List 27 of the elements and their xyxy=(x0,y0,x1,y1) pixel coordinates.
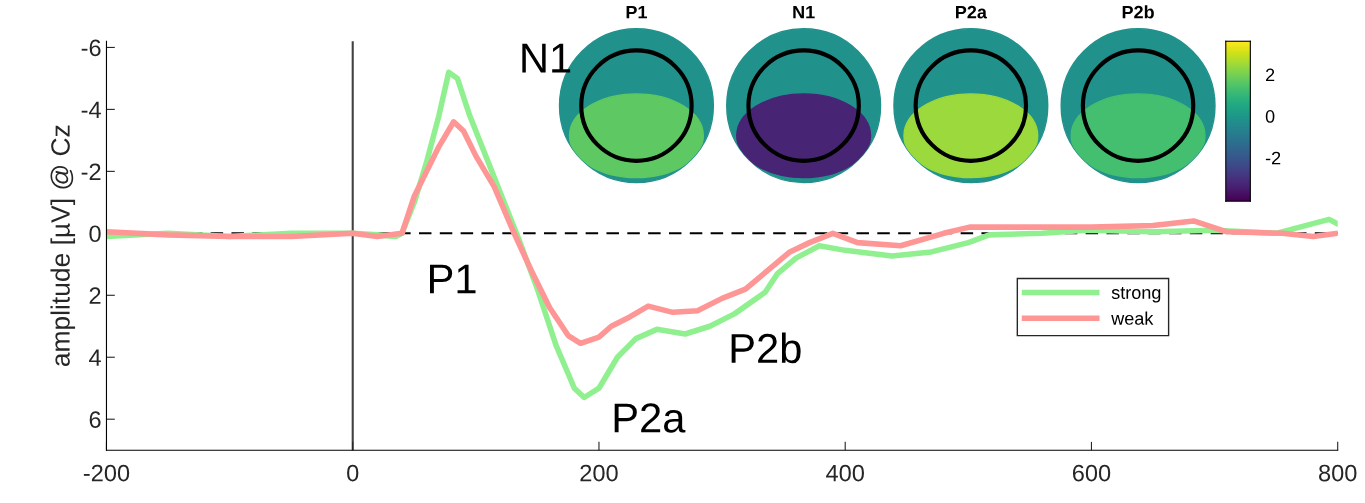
annotation: 0 xyxy=(1265,110,1275,123)
y-axis-title: amplitude [µV] @ Cz xyxy=(50,125,76,367)
x-tick-label: 600 xyxy=(1072,464,1111,482)
annotation: P1 xyxy=(430,264,476,294)
text: P2a xyxy=(956,5,988,19)
annotation: P2a xyxy=(614,403,686,433)
text: P1 xyxy=(626,5,647,19)
y-tick-label: 6 xyxy=(89,411,101,428)
annotation: N1 xyxy=(522,43,571,73)
x-tick-label: 800 xyxy=(1319,464,1357,482)
y-tick-label: -2 xyxy=(81,163,101,180)
y-tick-label: -6 xyxy=(81,39,101,57)
annotation: 2 xyxy=(1265,68,1275,82)
text: P2b xyxy=(1122,5,1154,19)
x-tick-label: 400 xyxy=(826,464,864,482)
y-tick-label: 0 xyxy=(89,225,101,243)
x-tick-label: -200 xyxy=(83,464,130,482)
legend-label: strong xyxy=(1111,287,1161,303)
x-tick-label: 0 xyxy=(347,464,359,482)
y-tick-label: -4 xyxy=(81,101,101,118)
legend-label: weak xyxy=(1111,311,1154,325)
text: N1 xyxy=(793,5,815,19)
y-tick-label: 4 xyxy=(89,349,101,366)
y-tick-label: 2 xyxy=(89,287,101,304)
x-tick-label: 200 xyxy=(580,464,618,482)
annotation: P2b xyxy=(731,332,801,364)
annotation: -2 xyxy=(1265,151,1281,165)
